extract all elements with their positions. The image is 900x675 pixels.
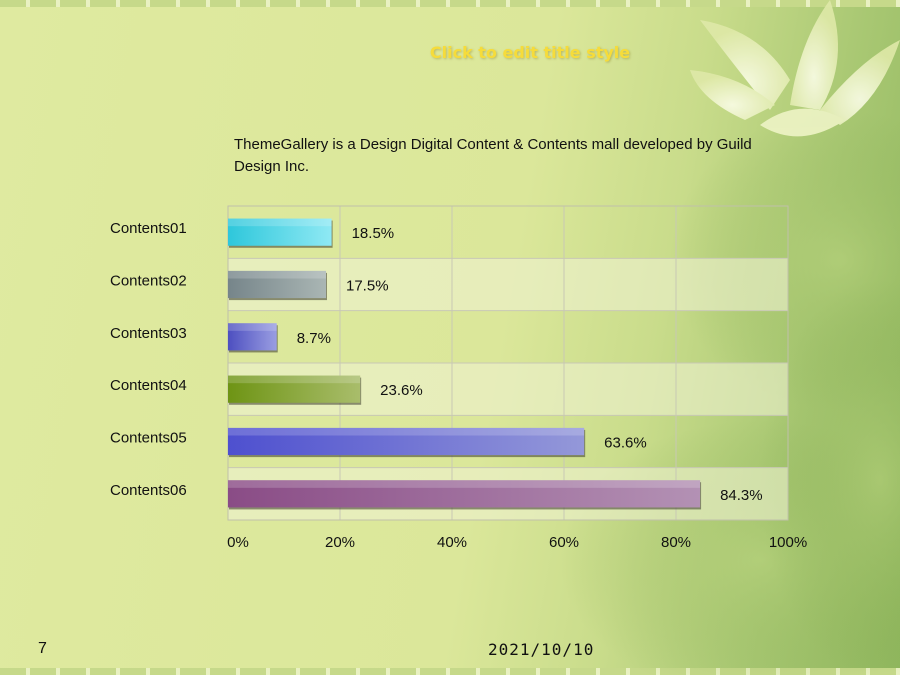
bar-contents04[interactable] xyxy=(228,375,361,403)
category-labels: Contents01 Contents02 Contents03 Contents04… xyxy=(110,220,187,499)
bar-value-label: 84.3% xyxy=(720,487,763,504)
top-border xyxy=(0,0,900,7)
gridlines xyxy=(227,205,789,521)
slide-date: 2021/10/10 xyxy=(488,640,595,659)
bar-highlight xyxy=(228,375,361,384)
bottom-border xyxy=(0,668,900,675)
bar-contents06[interactable] xyxy=(228,480,701,508)
x-tick-label: 0% xyxy=(227,534,249,551)
bar-contents03[interactable] xyxy=(228,323,277,351)
category-label: Contents05 xyxy=(110,430,187,447)
bar-highlight xyxy=(228,427,585,436)
bar-value-label: 63.6% xyxy=(604,435,647,452)
plot-border xyxy=(227,205,789,521)
category-label: Contents02 xyxy=(110,273,187,290)
x-tick-label: 40% xyxy=(437,534,467,551)
bar-value-label: 8.7% xyxy=(297,330,331,347)
slide-subtitle[interactable]: ThemeGallery is a Design Digital Content… xyxy=(234,136,752,175)
bar-value-label: 17.5% xyxy=(346,278,389,295)
x-tick-label: 60% xyxy=(549,534,579,551)
bar-value-label: 18.5% xyxy=(352,225,395,242)
bar-contents02[interactable] xyxy=(228,270,326,299)
category-label: Contents04 xyxy=(110,377,187,394)
value-labels: 18.5% 17.5% 8.7% 23.6% 63.6% 84.3% xyxy=(297,225,763,504)
bar-contents01[interactable] xyxy=(228,218,332,246)
bar-highlight xyxy=(228,480,701,488)
bars xyxy=(228,218,702,510)
x-axis-ticks: 0% 20% 40% 60% 80% 100% xyxy=(227,534,807,551)
category-label: Contents06 xyxy=(110,482,187,499)
slide-title[interactable]: Click to edit title style xyxy=(429,43,631,62)
x-tick-label: 80% xyxy=(661,534,691,551)
category-label: Contents01 xyxy=(110,220,187,237)
bar-contents05[interactable] xyxy=(228,427,585,456)
bar-highlight xyxy=(228,323,277,331)
category-label: Contents03 xyxy=(110,325,187,342)
x-tick-label: 100% xyxy=(769,534,807,551)
page-number: 7 xyxy=(38,640,47,657)
bar-highlight xyxy=(228,218,332,227)
bar-value-label: 23.6% xyxy=(380,382,423,399)
x-tick-label: 20% xyxy=(325,534,355,551)
bar-highlight xyxy=(228,270,326,279)
